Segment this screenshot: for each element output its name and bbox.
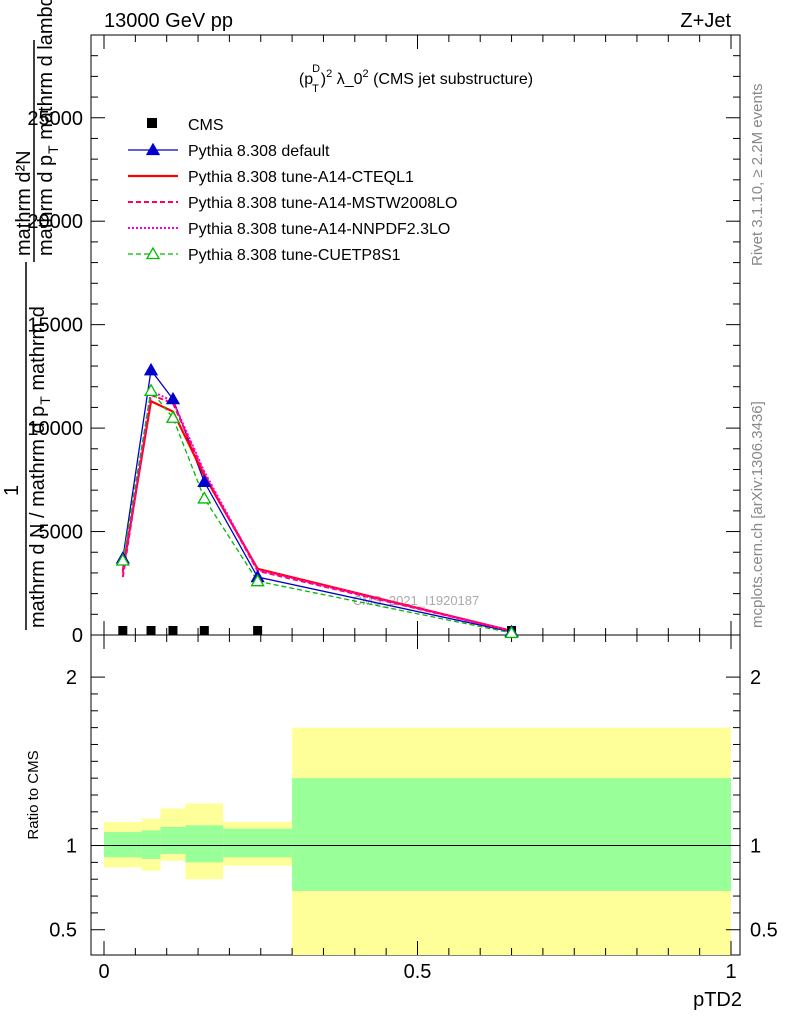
plot-title: (pD T)2 λ_02 (CMS jet substructure) <box>299 63 533 95</box>
ylabel-bottom: mathrm d N / mathrm d pT mathrm d <box>27 306 53 628</box>
series-point-cuetp-1 <box>143 383 159 397</box>
ylabel-mid: mathrm d pT mathrm d lambda <box>35 0 61 256</box>
ylabel-top: mathrm d²N <box>13 150 35 256</box>
ratio-bands <box>104 727 731 955</box>
series-point-default-3 <box>197 474 212 488</box>
main-y-ticks: 0 5000 10000 15000 20000 25000 <box>27 55 740 647</box>
ratio-inner-band-5 <box>292 778 731 891</box>
series-lines <box>121 368 512 634</box>
legend-label-cteql1: Pythia 8.308 tune-A14-CTEQL1 <box>188 169 414 186</box>
series-point-cuetp-5 <box>504 625 519 639</box>
ylabel-one: 1 <box>1 485 23 496</box>
legend-marker-default <box>145 142 161 156</box>
ratio-inner-band-3 <box>185 825 224 863</box>
main-ytick-label-2: 10000 <box>27 418 83 440</box>
main-ytick-label-4: 20000 <box>27 211 83 233</box>
xtick-label-1: 0.5 <box>404 961 432 983</box>
ratio-y-label: Ratio to CMS <box>25 750 42 839</box>
series-point-default-2 <box>165 391 181 405</box>
ratio-ytick-label-right-0: 0.5 <box>750 920 778 942</box>
cms-point-0 <box>118 626 128 635</box>
header-left: 13000 GeV pp <box>104 10 233 32</box>
ratio-ytick-label-1: 1 <box>66 836 77 858</box>
cms-point-2 <box>168 626 178 635</box>
legend: CMS Pythia 8.308 default Pythia 8.308 tune… <box>128 117 457 264</box>
legend-label-nnpdf: Pythia 8.308 tune-A14-NNPDF2.3LO <box>188 221 450 238</box>
ratio-y-ticks: 0.5 0.5 1 1 2 2 <box>49 667 778 942</box>
main-y-label: mathrm d²N mathrm d pT mathrm d lambda 1… <box>1 0 61 630</box>
series-point-cuetp-2 <box>165 410 181 423</box>
ratio-ytick-label-right-1: 1 <box>750 836 761 858</box>
ratio-ytick-label-2: 2 <box>66 667 77 689</box>
ratio-inner-band-4 <box>223 828 293 858</box>
series-point-cuetp-0 <box>115 553 130 566</box>
xtick-label-0: 0 <box>98 961 109 983</box>
mcplots-label: mcplots.cern.ch [arXiv:1306.3436] <box>749 401 766 628</box>
series-point-cuetp-4 <box>250 573 265 587</box>
header-right: Z+Jet <box>680 10 731 32</box>
legend-label-cms: CMS <box>188 117 224 134</box>
legend-marker-cuetp <box>145 246 161 260</box>
legend-marker-cms <box>147 118 157 128</box>
main-ytick-label-5: 25000 <box>27 108 83 130</box>
cms-point-3 <box>199 626 209 635</box>
series-point-default-1 <box>143 362 159 376</box>
ratio-ytick-label-right-2: 2 <box>750 667 761 689</box>
legend-label-cuetp: Pythia 8.308 tune-CUETP8S1 <box>188 247 401 264</box>
main-ytick-label-3: 15000 <box>27 315 83 337</box>
ratio-inner-band-1 <box>141 830 161 859</box>
x-ticks: 0 0.5 1 <box>98 35 737 983</box>
x-axis-label: pTD2 <box>693 989 742 1011</box>
ratio-inner-band-2 <box>160 827 186 854</box>
main-ytick-label-1: 5000 <box>39 522 84 544</box>
series-point-cuetp-3 <box>197 491 212 504</box>
xtick-label-2: 1 <box>725 961 736 983</box>
series-line-cuetp <box>122 389 512 634</box>
cms-point-4 <box>253 626 263 635</box>
ratio-inner-band-0 <box>104 832 142 858</box>
analysis-watermark: CMS_2021_I1920187 <box>353 593 480 608</box>
series-markers <box>115 362 519 639</box>
main-ytick-label-0: 0 <box>72 625 83 647</box>
cms-point-1 <box>146 626 156 635</box>
ratio-ytick-label-0: 0.5 <box>49 920 77 942</box>
series-line-nnpdf <box>121 389 512 632</box>
legend-label-mstw: Pythia 8.308 tune-A14-MSTW2008LO <box>188 195 457 212</box>
rivet-label: Rivet 3.1.10, ≥ 2.2M events <box>749 84 766 267</box>
legend-label-default: Pythia 8.308 default <box>188 143 330 160</box>
